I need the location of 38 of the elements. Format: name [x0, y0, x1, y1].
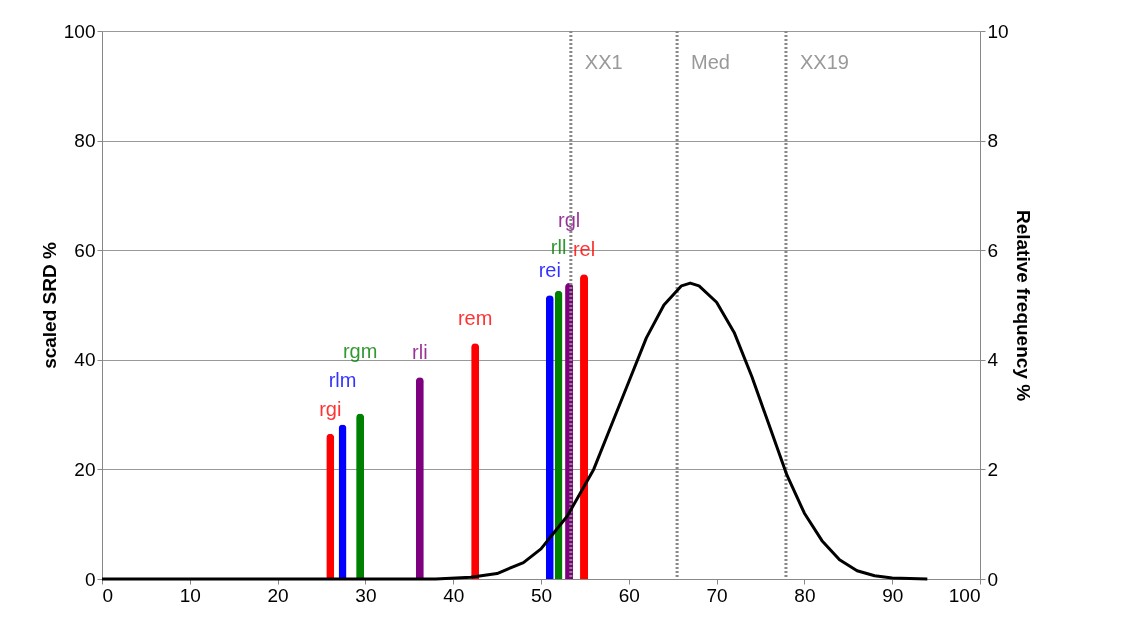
y-axis-title: scaled SRD %	[38, 242, 60, 369]
annotation: rgm	[342, 339, 378, 362]
y2-tick-label: 0	[987, 568, 999, 590]
y-tick-label: 40	[74, 349, 96, 371]
x-tick-label: 60	[618, 584, 640, 606]
x-tick-label: 90	[882, 584, 904, 606]
y-tick-label: 60	[74, 239, 96, 261]
y-tick-label: 20	[74, 458, 96, 480]
x-tick-label: 30	[355, 584, 377, 606]
annotation: rgi	[319, 397, 342, 420]
x-tick-label: 40	[443, 584, 465, 606]
y2-tick-label: 8	[987, 130, 999, 152]
x-tick-label: 100	[948, 584, 981, 606]
x-tick-label: 50	[530, 584, 553, 606]
annotation: rei	[538, 259, 561, 282]
y-tick-label: 80	[74, 130, 96, 152]
line-series	[100, 281, 929, 581]
annotation: rli	[412, 341, 428, 364]
ref-line-label: Med	[691, 51, 730, 73]
x-tick-label: 80	[794, 584, 816, 606]
annotation: rlm	[328, 369, 357, 392]
ref-line-label: XX1	[584, 51, 623, 73]
y-tick-label: 0	[84, 568, 96, 590]
annotation: rem	[457, 307, 493, 330]
annotation: rel	[572, 238, 596, 261]
annotation: rll	[550, 235, 567, 258]
y2-tick-label: 4	[987, 349, 999, 371]
x-tick-label: 10	[179, 584, 201, 606]
y2-axis-title: Relative frequency %	[1012, 209, 1034, 402]
y2-tick-label: 10	[987, 20, 1009, 42]
y2-tick-label: 2	[987, 458, 999, 480]
x-tick-label: 70	[706, 584, 728, 606]
y2-tick-label: 6	[987, 239, 999, 261]
x-tick-label: 20	[267, 584, 289, 606]
annotation: rgl	[557, 209, 581, 232]
x-tick-label: 0	[102, 584, 114, 606]
y-tick-label: 100	[63, 20, 96, 42]
ref-line-label: XX19	[799, 51, 849, 73]
